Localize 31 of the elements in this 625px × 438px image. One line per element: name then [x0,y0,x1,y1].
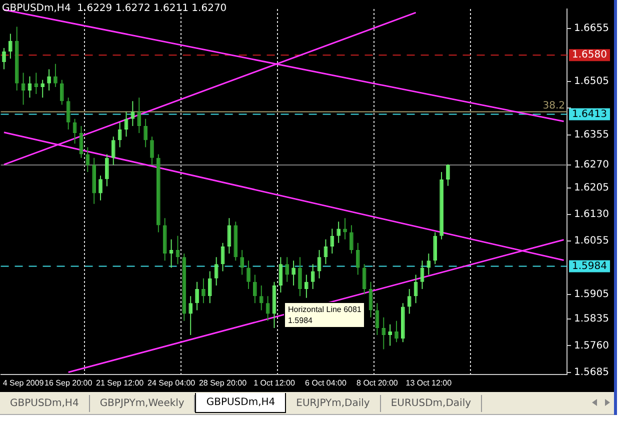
chart-title: GBPUSDm,H4 1.6229 1.6272 1.6211 1.6270 [2,3,227,14]
x-tick-label: 6 Oct 04:00 [305,378,347,388]
y-tick-label: 1.6055 [574,236,610,247]
x-tick-label: 13 Oct 12:00 [406,378,452,388]
x-tick-label: 21 Sep 12:00 [96,378,144,388]
x-tick-label: 16 Sep 20:00 [44,378,93,388]
y-tick-label: 1.6655 [574,23,610,34]
y-tick-label: 1.6130 [574,209,610,220]
annotation: 38.2 [542,100,566,112]
text: EURJPYm,Daily [286,394,381,412]
y-tick-label: 1.6505 [574,76,610,88]
y-tick-label: 1.5760 [574,340,610,352]
y-tick-label: 1.5905 [574,288,610,300]
text: GBPUSDm,H4 [195,393,286,413]
y-tick-label: 1.6270 [574,160,610,171]
x-tick-label: 8 Oct 20:00 [356,378,398,388]
annotation: Horizontal Line 6081 1.5984 [284,302,366,328]
x-tick-label: 24 Sep 04:00 [147,378,196,388]
y-tick-label: 1.5685 [574,366,610,378]
ref-line-label: 1.6413 [572,108,608,120]
ref-line-label: 1.6580 [572,50,608,61]
y-tick-label: 1.6355 [574,129,610,140]
text: GBPJPYm,Weekly [90,394,196,412]
y-tick-label: 1.6205 [574,182,610,194]
text: EURUSDm,Daily [380,394,482,412]
y-tick-label: 1.5835 [574,314,610,325]
x-tick-label: 28 Sep 20:00 [198,378,248,388]
x-tick-label: 4 Sep 2009 [2,378,44,388]
text: GBPUSDm,H4 [0,394,90,412]
x-tick-label: 1 Oct 12:00 [254,378,296,388]
ref-line-label: 1.5984 [572,260,608,272]
